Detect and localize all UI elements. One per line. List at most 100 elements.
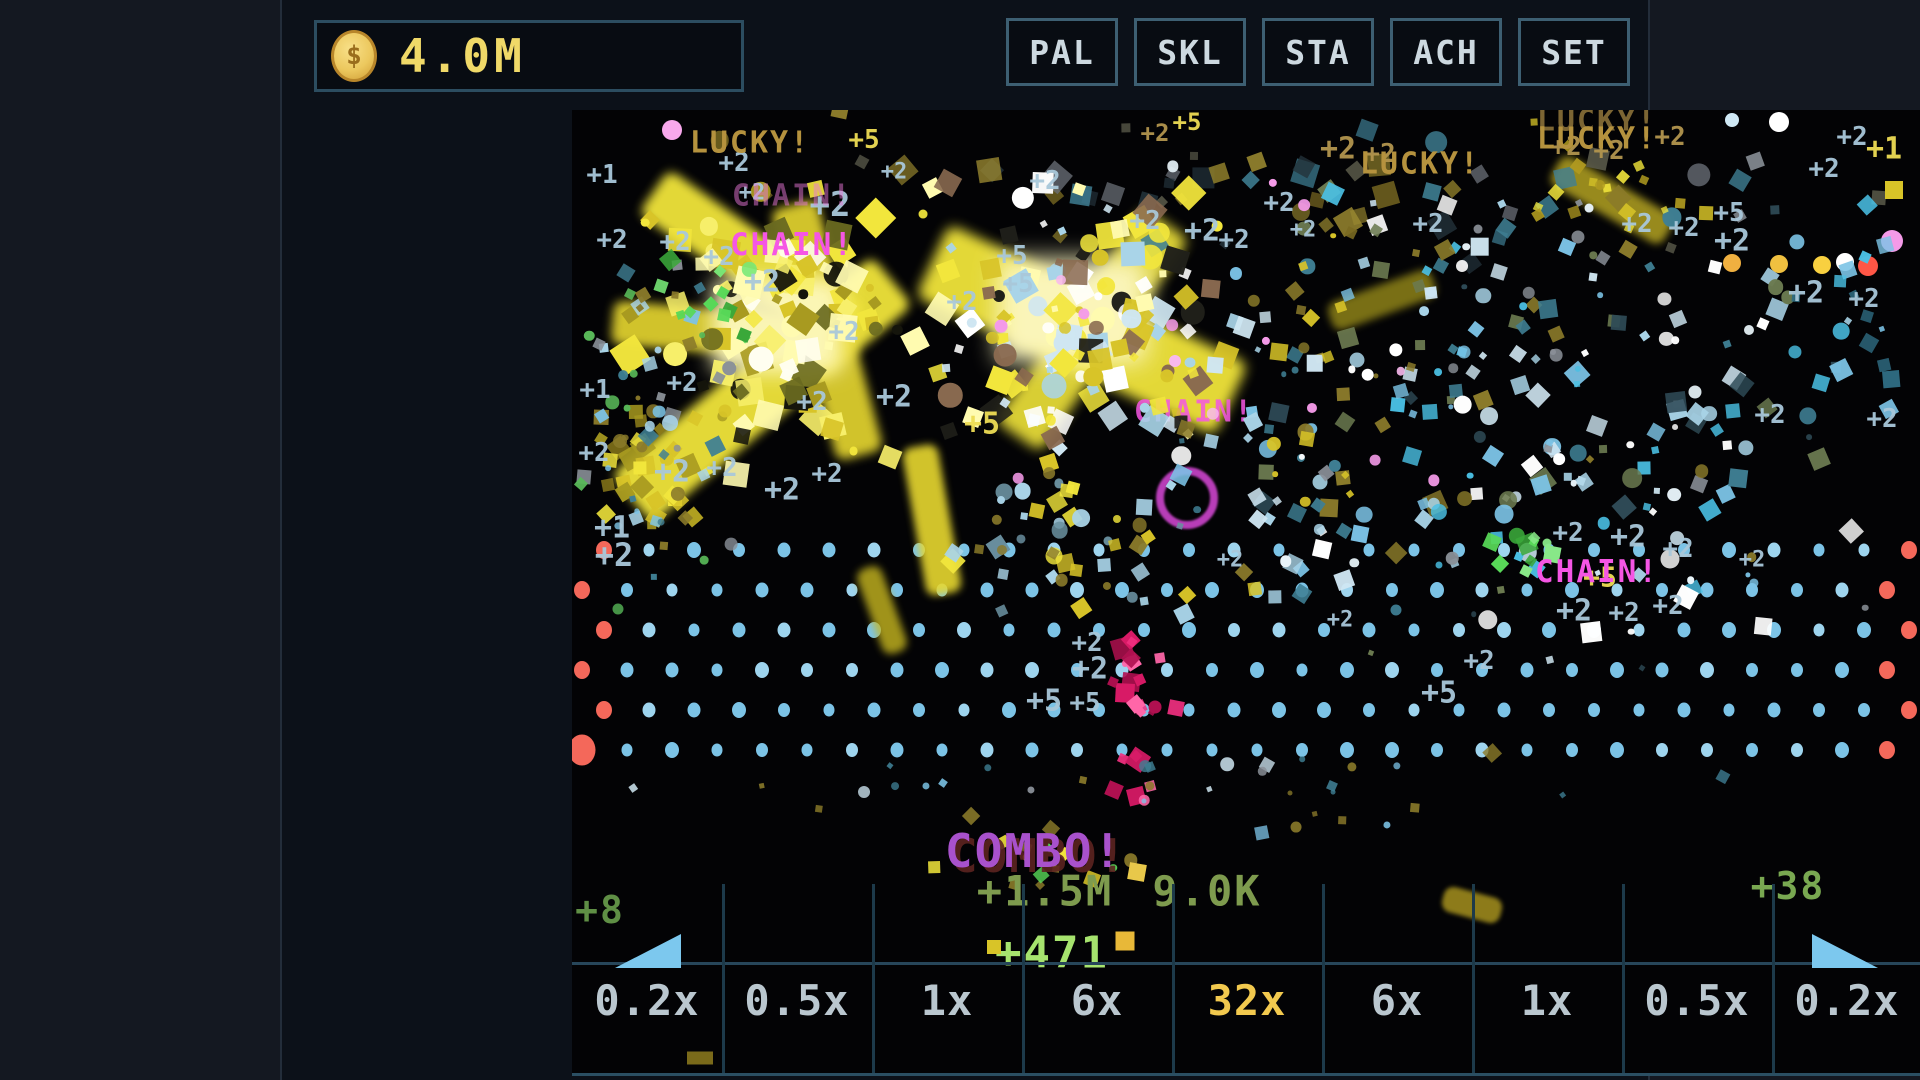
peg	[732, 702, 746, 718]
peg	[1093, 703, 1105, 717]
particle-dot	[1767, 279, 1784, 295]
board-bottom-line	[572, 1073, 1920, 1076]
peg	[801, 743, 813, 757]
particle-dot	[661, 414, 678, 431]
bonus-float-text: +1	[586, 160, 618, 190]
coin-icon: $	[331, 30, 377, 82]
loose-ball-dot	[1725, 113, 1739, 127]
particle-dot	[1122, 660, 1129, 667]
peg	[1610, 662, 1624, 678]
particle-dot	[1139, 402, 1150, 413]
particle-dot	[1659, 331, 1674, 346]
particle-dot	[1166, 160, 1179, 173]
peg	[1025, 582, 1039, 598]
menu-button-set[interactable]: SET	[1518, 18, 1630, 86]
particle-square	[1470, 237, 1490, 257]
peg	[1138, 623, 1150, 637]
particle-dot	[1059, 321, 1072, 334]
particle-dot	[992, 290, 1005, 303]
peg	[687, 702, 701, 718]
slot-divider	[1472, 884, 1475, 1073]
bonus-float-text: +2	[875, 379, 913, 415]
slot-multiplier-6: 1x	[1520, 975, 1574, 1025]
menu-button-sta[interactable]: STA	[1262, 18, 1374, 86]
particle-dot	[1667, 487, 1682, 502]
bonus-float-text: +2	[1738, 547, 1766, 573]
menu-button-skl[interactable]: SKL	[1134, 18, 1246, 86]
score-popup: +471	[995, 927, 1109, 979]
menu-button-ach[interactable]: ACH	[1390, 18, 1502, 86]
bonus-float-text: +2	[763, 472, 801, 508]
peg	[980, 742, 994, 758]
peg	[1858, 703, 1870, 717]
game-board[interactable]: CHAIN! +1 +2 +2 +2 +2 +2 +5 +2 +2 +2 +1 +2 +2 +2 +2 +2 +…	[572, 110, 1920, 1076]
event-text-chain: CHAIN!	[1535, 554, 1659, 590]
peg	[732, 622, 746, 638]
peg	[1498, 543, 1510, 557]
peg	[800, 582, 814, 598]
bonus-float-text: +5	[1583, 560, 1617, 594]
bonus-float-text: +2	[811, 459, 843, 489]
peg	[1002, 702, 1016, 718]
particle-dot	[1448, 404, 1454, 410]
peg	[1183, 543, 1195, 557]
particle-dot	[966, 317, 977, 328]
particle-dot	[1373, 373, 1379, 379]
particle-dot	[750, 181, 772, 203]
peg	[1408, 703, 1420, 717]
particle-dot	[1051, 521, 1069, 539]
particle-dot	[1499, 491, 1517, 509]
particle-dot	[1097, 277, 1115, 296]
bonus-float-text: +5	[1172, 110, 1202, 136]
peg	[1272, 622, 1286, 638]
menu-button-pal[interactable]: PAL	[1006, 18, 1118, 86]
particle-dot	[1121, 309, 1141, 329]
peg	[1431, 743, 1443, 757]
peg	[980, 662, 994, 678]
particle-dot	[1589, 251, 1597, 259]
peg	[1497, 702, 1511, 718]
bonus-float-text: +2	[1609, 519, 1647, 555]
particle-dot	[1300, 496, 1311, 508]
particle-dot	[1012, 473, 1024, 484]
bonus-float-text: +2	[1129, 206, 1161, 236]
peg	[1835, 662, 1849, 678]
peg	[1701, 743, 1713, 757]
particle-dot	[1266, 436, 1282, 451]
peg	[1431, 663, 1443, 677]
peg	[1363, 543, 1375, 557]
particle-dot	[1701, 405, 1717, 422]
particle-dot	[1470, 611, 1477, 618]
particle-dot	[938, 383, 963, 408]
peg	[1318, 623, 1330, 637]
bonus-float-text: +2	[1183, 213, 1221, 249]
peg	[1340, 742, 1354, 758]
peg-red	[1901, 541, 1917, 559]
particle-dot	[1126, 592, 1138, 603]
bonus-float-text: +2	[1593, 136, 1625, 166]
peg	[1385, 742, 1399, 758]
bonus-float-text: +2	[809, 185, 851, 225]
particle-dot	[1657, 292, 1672, 306]
menu-button-row: PAL SKL STA ACH SET	[1006, 18, 1630, 86]
particle-dot	[1428, 474, 1440, 486]
bonus-float-text: +5	[963, 406, 1001, 442]
slot-divider	[1022, 884, 1025, 1073]
bonus-float-text: +2	[1662, 534, 1694, 564]
particle-dot	[994, 319, 1008, 333]
particle-dot	[1102, 581, 1112, 590]
particle-dot	[1330, 232, 1337, 239]
gold-ball	[1885, 181, 1903, 199]
particle-dot	[1132, 517, 1147, 533]
peg	[1791, 663, 1803, 677]
particle-dot	[1448, 363, 1459, 374]
particle-dot	[1861, 604, 1869, 611]
particle-dot	[1475, 288, 1492, 304]
gold-ball	[987, 940, 1001, 954]
bonus-float-text: +2	[1713, 223, 1751, 259]
loose-ball-dot	[1769, 112, 1789, 132]
particle-dot	[1571, 230, 1585, 244]
bonus-float-text: +2	[1319, 131, 1357, 167]
particle-dot	[670, 486, 686, 501]
peg	[1272, 702, 1286, 718]
